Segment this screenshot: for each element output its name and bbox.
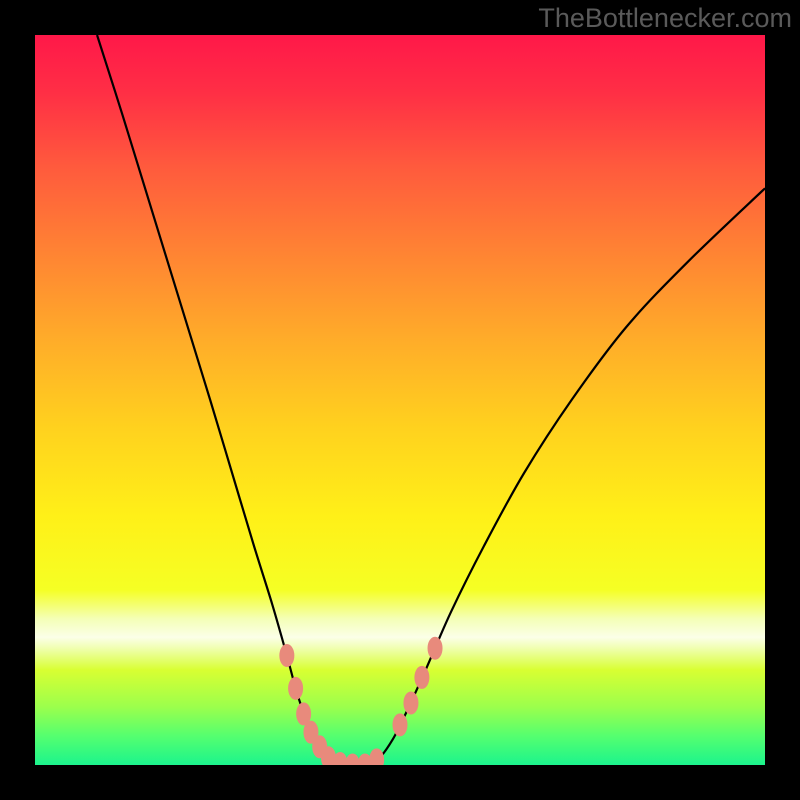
data-point — [428, 637, 442, 659]
data-point — [370, 749, 384, 765]
data-point — [346, 754, 360, 765]
data-point — [404, 692, 418, 714]
data-point — [289, 677, 303, 699]
data-point — [415, 666, 429, 688]
curve-layer — [35, 35, 765, 765]
data-point — [393, 714, 407, 736]
plot-area — [35, 35, 765, 765]
chart-container: TheBottlenecker.com — [0, 0, 800, 800]
data-point — [280, 645, 294, 667]
watermark-text: TheBottlenecker.com — [538, 3, 792, 34]
